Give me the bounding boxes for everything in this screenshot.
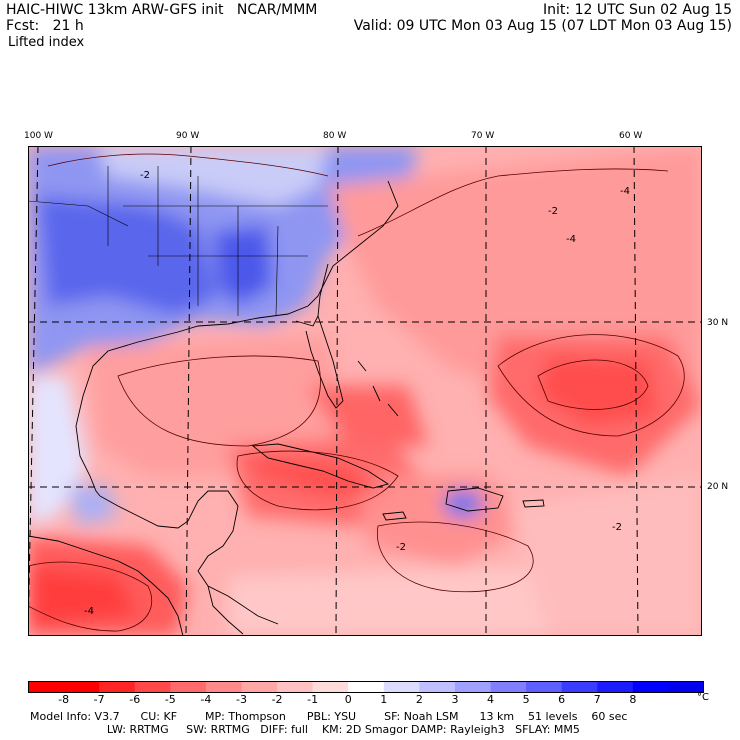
colorbar-cell bbox=[205, 681, 242, 693]
colorbar-tick-label: 7 bbox=[593, 693, 601, 706]
colorbar-tick-label: 1 bbox=[380, 693, 388, 706]
lat-lon-grid bbox=[28, 146, 702, 636]
contour-label: -2 bbox=[140, 170, 150, 181]
colorbar-tick-label: -8 bbox=[58, 693, 70, 706]
colorbar-tick-label: -4 bbox=[200, 693, 212, 706]
valid-time: Valid: 09 UTC Mon 03 Aug 15 (07 LDT Mon … bbox=[353, 18, 732, 34]
lon-label-90w: 90 W bbox=[176, 131, 200, 141]
colorbar-tick-label: 3 bbox=[451, 693, 459, 706]
colorbar-cell bbox=[561, 681, 598, 693]
shaded-field bbox=[28, 146, 702, 636]
colorbar-cell bbox=[28, 681, 65, 693]
colorbar-cell bbox=[526, 681, 563, 693]
colorbar-cell bbox=[597, 681, 634, 693]
colorbar-cell bbox=[668, 681, 704, 693]
contours bbox=[28, 153, 685, 632]
colorbar-cell bbox=[348, 681, 385, 693]
lat-label-20n: 20 N bbox=[707, 482, 729, 492]
colorbar-cell bbox=[490, 681, 527, 693]
lon-label-100w: 100 W bbox=[24, 131, 53, 141]
lon-label-60w: 60 W bbox=[619, 131, 643, 141]
colorbar-tick-label: 8 bbox=[629, 693, 637, 706]
model-info-line1: Model Info: V3.7 CU: KF MP: Thompson PBL… bbox=[30, 710, 628, 723]
colorbar-tick-label: -1 bbox=[307, 693, 319, 706]
contour-label: -2 bbox=[396, 542, 406, 553]
lifted-index-map: -2 -4 -2 -4 -2 -4 -2 bbox=[28, 146, 702, 636]
colorbar-cell bbox=[277, 681, 314, 693]
contour-label: -4 bbox=[620, 186, 630, 197]
colorbar-unit: °C bbox=[697, 692, 709, 703]
colorbar-cell bbox=[241, 681, 278, 693]
contour-label: -4 bbox=[566, 234, 576, 245]
colorbar-cell bbox=[99, 681, 136, 693]
colorbar bbox=[28, 681, 704, 693]
colorbar-tick-label: -7 bbox=[93, 693, 105, 706]
model-title: HAIC-HIWC 13km ARW-GFS init NCAR/MMM bbox=[6, 2, 318, 18]
lon-label-80w: 80 W bbox=[323, 131, 347, 141]
field-name: Lifted index bbox=[8, 35, 85, 50]
contour-label: -4 bbox=[84, 606, 94, 617]
colorbar-cell bbox=[170, 681, 207, 693]
colorbar-cell bbox=[454, 681, 492, 693]
init-time: Init: 12 UTC Sun 02 Aug 15 bbox=[543, 2, 732, 18]
model-info-line2: LW: RRTMG SW: RRTMG DIFF: full KM: 2D Sm… bbox=[30, 723, 580, 736]
colorbar-tick-label: 4 bbox=[487, 693, 495, 706]
colorbar-cell bbox=[134, 681, 171, 693]
colorbar-cell bbox=[383, 681, 420, 693]
colorbar-tick-label: 6 bbox=[558, 693, 566, 706]
coastlines bbox=[28, 166, 545, 636]
colorbar-tick-label: 0 bbox=[344, 693, 352, 706]
contour-label: -2 bbox=[612, 522, 622, 533]
colorbar-cell bbox=[63, 681, 100, 693]
lat-label-30n: 30 N bbox=[707, 318, 729, 328]
colorbar-tick-label: -5 bbox=[164, 693, 176, 706]
colorbar-tick-label: -3 bbox=[235, 693, 247, 706]
lon-label-70w: 70 W bbox=[471, 131, 495, 141]
colorbar-cell bbox=[312, 681, 349, 693]
colorbar-tick-label: -6 bbox=[129, 693, 141, 706]
colorbar-cell bbox=[419, 681, 456, 693]
colorbar-tick-label: -2 bbox=[271, 693, 283, 706]
colorbar-tick-label: 5 bbox=[522, 693, 530, 706]
forecast-hour: Fcst: 21 h bbox=[6, 18, 84, 34]
contour-label: -2 bbox=[548, 206, 558, 217]
colorbar-cell bbox=[632, 681, 669, 693]
colorbar-tick-label: 2 bbox=[415, 693, 423, 706]
